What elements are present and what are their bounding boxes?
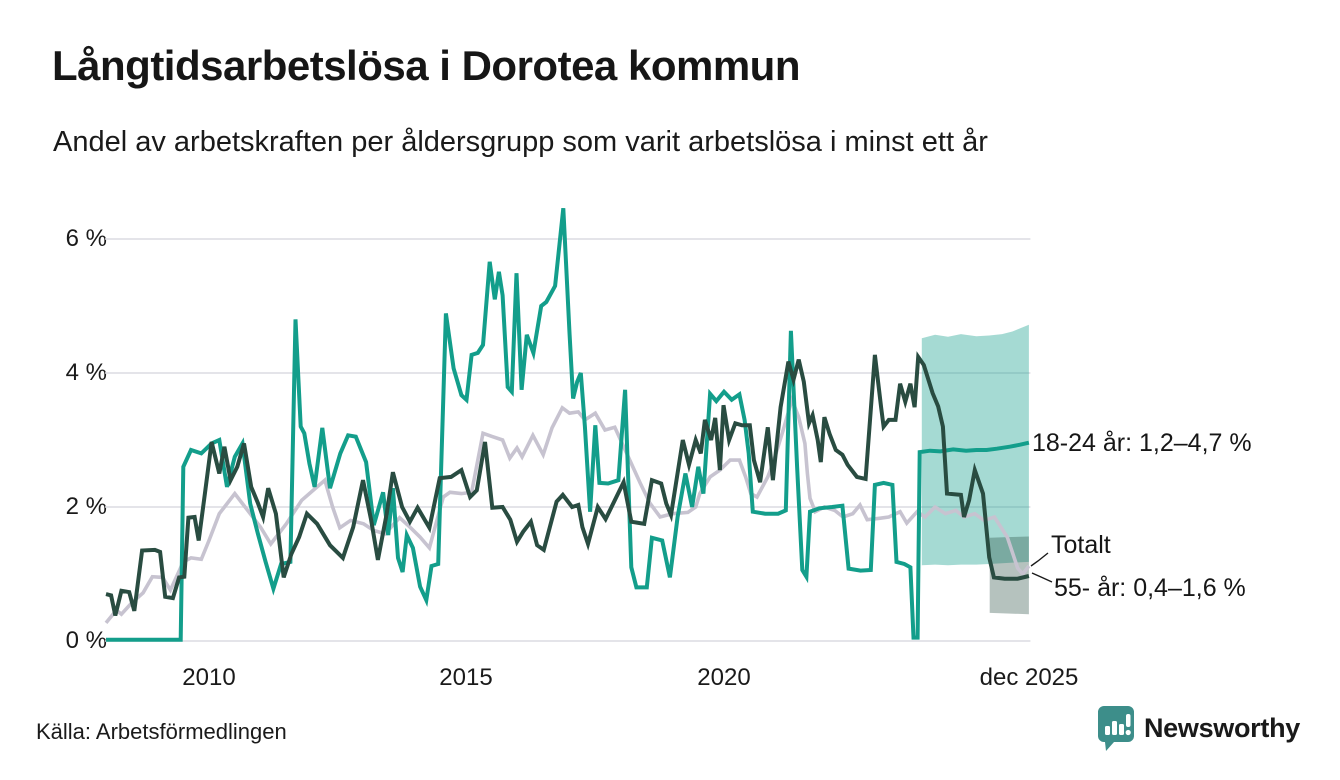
series-line <box>105 351 1030 616</box>
brand-name: Newsworthy <box>1143 712 1300 743</box>
x-tick-dec-2025: dec 2025 <box>979 664 1079 691</box>
annotation-youth: 18-24 år: 1,2–4,7 % <box>1032 429 1252 457</box>
series-line <box>104 394 1031 625</box>
source-note: Källa: Arbetsförmedlingen <box>36 719 287 744</box>
series-line <box>106 207 1030 642</box>
x-tick-2020: 2020 <box>697 664 751 691</box>
x-tick-2010: 2010 <box>182 664 236 691</box>
x-tick-2015: 2015 <box>439 664 493 691</box>
forecast-band <box>989 536 1029 615</box>
annotation-total: Totalt <box>1051 531 1111 559</box>
annotation-leader-line <box>1031 572 1053 583</box>
page-title: Långtidsarbetslösa i Dorotea kommun <box>52 42 800 89</box>
y-tick-0: 0 % <box>65 627 107 654</box>
y-tick-6: 6 % <box>65 225 107 252</box>
y-tick-2: 2 % <box>65 493 107 520</box>
brand-logo: Newsworthy <box>1096 704 1300 752</box>
page-subtitle: Andel av arbetskraften per åldersgrupp s… <box>53 126 988 158</box>
y-tick-4: 4 % <box>65 359 107 386</box>
newsworthy-icon <box>1096 704 1136 752</box>
annotation-senior: 55- år: 0,4–1,6 % <box>1054 574 1246 602</box>
annotation-leader-line <box>1030 552 1049 567</box>
forecast-band <box>921 324 1029 566</box>
